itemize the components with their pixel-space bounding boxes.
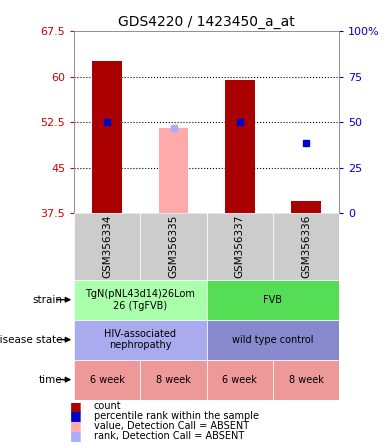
Text: wild type control: wild type control xyxy=(232,335,314,345)
Bar xyxy=(92,61,122,213)
Bar xyxy=(207,360,273,400)
Text: disease state: disease state xyxy=(0,335,62,345)
Text: GSM356335: GSM356335 xyxy=(168,215,179,278)
Text: rank, Detection Call = ABSENT: rank, Detection Call = ABSENT xyxy=(94,431,244,440)
Text: GSM356334: GSM356334 xyxy=(102,215,112,278)
Text: ■: ■ xyxy=(70,429,82,442)
Text: FVB: FVB xyxy=(264,295,282,305)
Text: 6 week: 6 week xyxy=(222,375,257,385)
Text: percentile rank within the sample: percentile rank within the sample xyxy=(94,411,259,421)
Text: ■: ■ xyxy=(70,419,82,432)
Bar xyxy=(207,280,339,320)
Bar xyxy=(273,360,339,400)
Bar xyxy=(273,213,339,280)
Bar xyxy=(140,360,207,400)
Text: 6 week: 6 week xyxy=(90,375,125,385)
Text: TgN(pNL43d14)26Lom
26 (TgFVB): TgN(pNL43d14)26Lom 26 (TgFVB) xyxy=(85,289,195,310)
Text: count: count xyxy=(94,401,121,411)
Text: value, Detection Call = ABSENT: value, Detection Call = ABSENT xyxy=(94,421,249,431)
Title: GDS4220 / 1423450_a_at: GDS4220 / 1423450_a_at xyxy=(118,15,295,29)
Text: GSM356336: GSM356336 xyxy=(301,215,311,278)
Text: GSM356337: GSM356337 xyxy=(235,215,245,278)
Bar xyxy=(225,79,255,213)
Bar xyxy=(291,201,321,213)
Bar xyxy=(207,320,339,360)
Text: strain: strain xyxy=(32,295,62,305)
Text: ■: ■ xyxy=(70,409,82,423)
Bar xyxy=(74,360,140,400)
Bar xyxy=(207,213,273,280)
Text: time: time xyxy=(39,375,62,385)
Bar xyxy=(140,213,207,280)
Bar xyxy=(159,128,188,213)
Text: 8 week: 8 week xyxy=(289,375,324,385)
Text: HIV-associated
nephropathy: HIV-associated nephropathy xyxy=(105,329,176,350)
Bar xyxy=(74,280,207,320)
Text: ■: ■ xyxy=(70,400,82,413)
Bar xyxy=(74,320,207,360)
Text: 8 week: 8 week xyxy=(156,375,191,385)
Bar xyxy=(74,213,140,280)
